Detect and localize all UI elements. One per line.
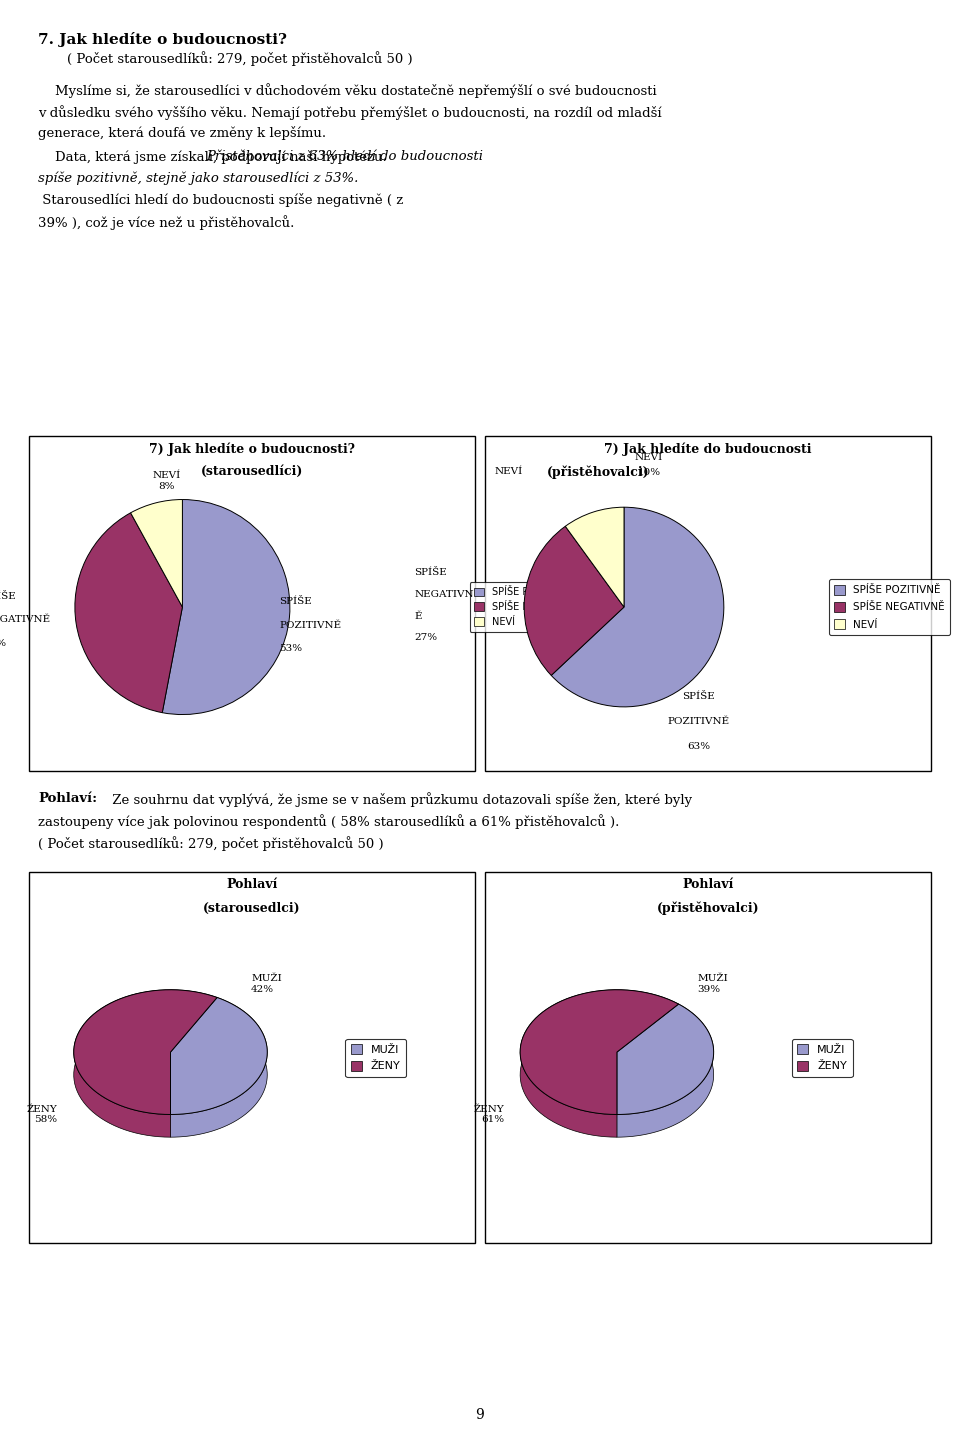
- Text: SPÍŠE: SPÍŠE: [279, 598, 312, 606]
- Wedge shape: [162, 500, 290, 714]
- Text: 53%: 53%: [279, 644, 302, 653]
- Wedge shape: [131, 500, 182, 608]
- Legend: MUŽI, ŽENY: MUŽI, ŽENY: [346, 1038, 406, 1077]
- Polygon shape: [74, 990, 217, 1114]
- Text: POZITIVNĚ: POZITIVNĚ: [668, 717, 730, 726]
- Text: 8%: 8%: [158, 481, 175, 491]
- Text: (starousedlci): (starousedlci): [204, 901, 300, 915]
- Bar: [29, 436, 475, 771]
- Text: (přistěhovalci): (přistěhovalci): [547, 465, 650, 478]
- Text: Pohlaví:: Pohlaví:: [38, 792, 98, 806]
- Text: 7) Jak hledíte do budoucnosti: 7) Jak hledíte do budoucnosti: [604, 442, 812, 455]
- Text: NEVÍ: NEVÍ: [494, 467, 522, 475]
- Text: ŽENY
58%: ŽENY 58%: [27, 1105, 58, 1124]
- Text: Starousedlíci hledí do budoucnosti spíše negativně ( z: Starousedlíci hledí do budoucnosti spíše…: [38, 193, 403, 208]
- Text: 7) Jak hledíte o budoucnosti?: 7) Jak hledíte o budoucnosti?: [149, 442, 355, 455]
- Text: Přistěhovalci z 63% hledí do budoucnosti: Přistěhovalci z 63% hledí do budoucnosti: [206, 150, 484, 163]
- Text: ŽENY
61%: ŽENY 61%: [473, 1105, 504, 1124]
- Polygon shape: [74, 990, 217, 1137]
- Wedge shape: [75, 513, 182, 712]
- Polygon shape: [617, 1005, 713, 1137]
- Text: ( Počet starousedlíků: 279, počet přistěhovalců 50 ): ( Počet starousedlíků: 279, počet přistě…: [38, 836, 384, 851]
- Text: SPÍŠE: SPÍŠE: [415, 567, 447, 577]
- Text: (starousedlíci): (starousedlíci): [201, 465, 303, 478]
- Text: 9: 9: [475, 1407, 485, 1422]
- Text: Pohlaví: Pohlaví: [227, 878, 277, 891]
- Text: MUŽI
39%: MUŽI 39%: [698, 974, 729, 993]
- Text: 27%: 27%: [415, 634, 438, 643]
- Legend: SPÍŠE POZITIVNĚ, SPÍŠE NEGATIVNĚ, NEVÍ: SPÍŠE POZITIVNĚ, SPÍŠE NEGATIVNĚ, NEVÍ: [469, 582, 583, 632]
- Text: POZITIVNĚ: POZITIVNĚ: [279, 621, 342, 630]
- Text: 10%: 10%: [637, 468, 660, 477]
- Polygon shape: [520, 990, 679, 1114]
- Polygon shape: [171, 997, 267, 1137]
- Text: Pohlaví: Pohlaví: [683, 878, 733, 891]
- Text: 7. Jak hledíte o budoucnosti?: 7. Jak hledíte o budoucnosti?: [38, 32, 287, 47]
- Wedge shape: [524, 526, 624, 676]
- Bar: [485, 436, 931, 771]
- Text: 39% ), což je více než u přistěhovalců.: 39% ), což je více než u přistěhovalců.: [38, 215, 295, 230]
- Polygon shape: [520, 990, 679, 1137]
- Legend: SPÍŠE POZITIVNĚ, SPÍŠE NEGATIVNĚ, NEVÍ: SPÍŠE POZITIVNĚ, SPÍŠE NEGATIVNĚ, NEVÍ: [828, 579, 949, 635]
- Text: NEGATIVNĚ: NEGATIVNĚ: [0, 615, 51, 624]
- Text: 39%: 39%: [0, 640, 7, 648]
- Text: generace, která doufá ve změny k lepšímu.: generace, která doufá ve změny k lepšímu…: [38, 126, 326, 141]
- Text: zastoupeny více jak polovinou respondentů ( 58% starousedlíků a 61% přistěhovalc: zastoupeny více jak polovinou respondent…: [38, 814, 620, 829]
- Text: Data, která jsme získali, podporují naší hypotézu.: Data, která jsme získali, podporují naší…: [38, 150, 392, 164]
- Text: Ě: Ě: [415, 612, 421, 621]
- Text: SPÍŠE: SPÍŠE: [683, 692, 715, 701]
- Wedge shape: [565, 507, 624, 608]
- Text: Ze souhrnu dat vyplývá, že jsme se v našem průzkumu dotazovali spíše žen, které : Ze souhrnu dat vyplývá, že jsme se v naš…: [108, 792, 691, 807]
- Bar: [485, 872, 931, 1243]
- Text: v důsledku svého vyššího věku. Nemají potřebu přemýšlet o budoucnosti, na rozdíl: v důsledku svého vyššího věku. Nemají po…: [38, 105, 662, 119]
- Text: NEVÍ: NEVÍ: [152, 471, 180, 480]
- Text: spíše pozitivně, stejně jako starousedlíci z 53%.: spíše pozitivně, stejně jako starousedlí…: [38, 172, 359, 185]
- Bar: [29, 872, 475, 1243]
- Wedge shape: [551, 507, 724, 707]
- Text: MUŽI
42%: MUŽI 42%: [252, 974, 282, 993]
- Text: NEGATIVN: NEGATIVN: [415, 589, 474, 599]
- Polygon shape: [617, 1005, 713, 1114]
- Legend: MUŽI, ŽENY: MUŽI, ŽENY: [792, 1038, 852, 1077]
- Text: (přistěhovalci): (přistěhovalci): [657, 901, 759, 915]
- Text: 63%: 63%: [687, 742, 710, 750]
- Text: SPÍŠE: SPÍŠE: [0, 592, 16, 601]
- Text: Myslíme si, že starousedlíci v důchodovém věku dostatečně nepřemýšlí o své budou: Myslíme si, že starousedlíci v důchodové…: [38, 83, 657, 97]
- Text: ( Počet starousedlíků: 279, počet přistěhovalců 50 ): ( Počet starousedlíků: 279, počet přistě…: [67, 51, 413, 65]
- Text: NEVÍ: NEVÍ: [635, 454, 663, 462]
- Polygon shape: [171, 997, 267, 1114]
